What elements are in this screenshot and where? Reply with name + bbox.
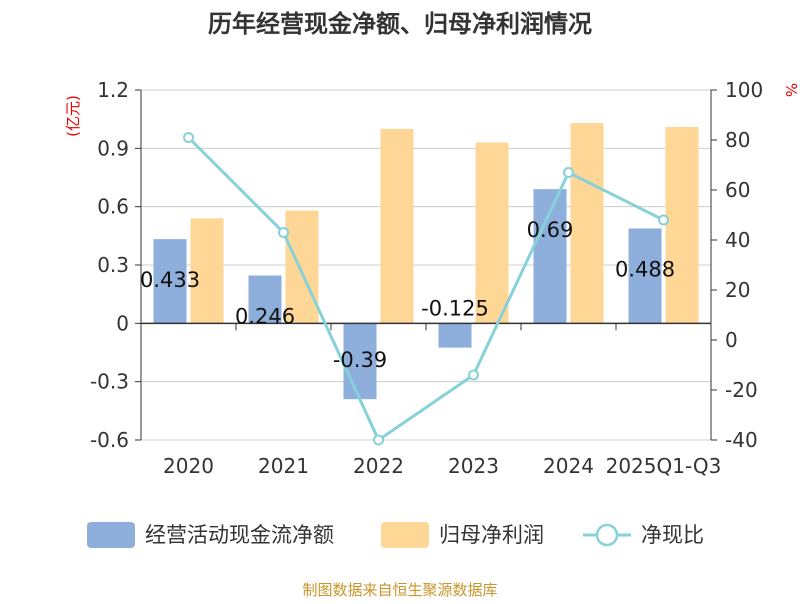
x-axis-category-label: 2025Q1-Q3 xyxy=(606,454,722,478)
cashflow-data-label: 0.246 xyxy=(235,305,295,329)
cashflow-bar xyxy=(343,323,377,400)
right-axis-tick-label: 100 xyxy=(725,78,763,102)
profit-bar xyxy=(665,126,699,324)
ratio-point xyxy=(468,369,479,381)
profit-bar xyxy=(285,210,319,324)
cashflow-data-label: 0.433 xyxy=(140,268,200,292)
ratio-point xyxy=(563,167,574,178)
ratio-line-path xyxy=(187,136,665,443)
data-labels: 0.433 0.246 -0.39 -0.125 0.69 0.488 xyxy=(140,218,675,372)
profit-bar xyxy=(570,123,604,324)
left-axis-tick-label: 0.6 xyxy=(97,195,129,219)
legend-swatch-profit xyxy=(381,522,429,548)
ratio-line xyxy=(183,132,669,446)
left-axis-tick-label: -0.3 xyxy=(90,370,129,394)
right-axis-tick-label: -40 xyxy=(725,428,758,452)
right-axis-tick-label: 20 xyxy=(725,278,750,302)
cashflow-data-label: -0.125 xyxy=(421,297,489,321)
legend-label-ratio: 净现比 xyxy=(641,523,704,547)
grid xyxy=(141,89,711,441)
x-axis-category-label: 2023 xyxy=(448,454,499,478)
legend-swatch-cashflow xyxy=(87,522,135,548)
ratio-point xyxy=(658,214,669,226)
right-axis-tick-label: 80 xyxy=(725,128,750,152)
cashflow-bar xyxy=(153,239,187,324)
left-axis-tick-label: 1.2 xyxy=(97,78,129,102)
ratio-point xyxy=(373,434,384,446)
x-axis-category-label: 2021 xyxy=(258,454,309,478)
axes: 1.20.90.60.30-0.3-0.6100806040200-20-402… xyxy=(90,78,763,478)
profit-bar xyxy=(380,128,414,324)
legend-label-profit: 归母净利润 xyxy=(439,523,544,547)
cashflow-data-label: 0.69 xyxy=(527,218,574,242)
ratio-point xyxy=(278,227,289,238)
chart-title: 历年经营现金净额、归母净利润情况 xyxy=(208,10,592,38)
left-axis-tick-label: 0.9 xyxy=(97,136,129,160)
right-axis-tick-label: 40 xyxy=(725,228,750,252)
cashflow-bar xyxy=(628,228,662,324)
cashflow-bar xyxy=(248,275,282,324)
profit-bar xyxy=(475,142,509,324)
left-axis-unit: (亿元) xyxy=(64,95,82,137)
right-axis-tick-label: -20 xyxy=(725,378,758,402)
ratio-point xyxy=(183,132,194,143)
x-axis-category-label: 2024 xyxy=(543,454,594,478)
right-axis-tick-label: 60 xyxy=(725,178,750,202)
x-axis-category-label: 2020 xyxy=(163,454,214,478)
legend-label-cashflow: 经营活动现金流净额 xyxy=(145,523,334,547)
cashflow-data-label: 0.488 xyxy=(615,257,675,281)
legend: 经营活动现金流净额 归母净利润 净现比 xyxy=(87,522,704,548)
cashflow-data-label: -0.39 xyxy=(333,348,387,372)
legend-swatch-ratio-marker xyxy=(595,523,619,547)
profit-bar xyxy=(190,218,224,324)
right-axis-unit: % xyxy=(782,83,800,97)
left-axis-tick-label: 0.3 xyxy=(97,253,129,277)
left-axis-tick-label: 0 xyxy=(116,311,129,335)
bars xyxy=(153,123,699,400)
left-axis-tick-label: -0.6 xyxy=(90,428,129,452)
source-note: 制图数据来自恒生聚源数据库 xyxy=(302,581,497,599)
x-axis-category-label: 2022 xyxy=(353,454,404,478)
right-axis-tick-label: 0 xyxy=(725,328,738,352)
cashflow-bar xyxy=(438,323,472,348)
